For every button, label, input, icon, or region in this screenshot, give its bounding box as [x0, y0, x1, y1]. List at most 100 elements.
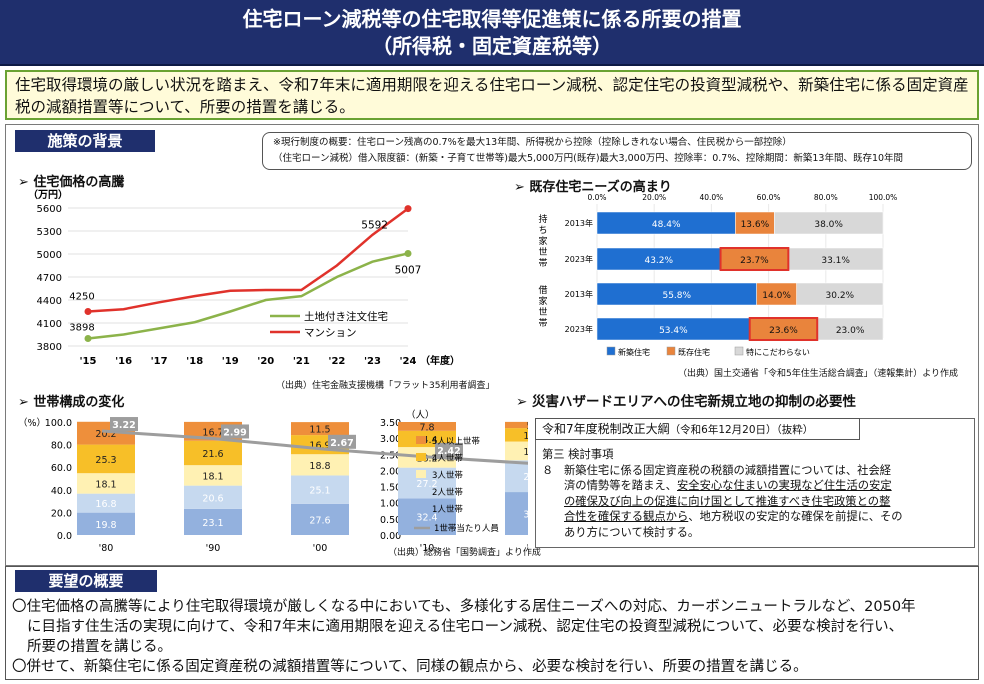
hazard-title: ➢ 災害ハザードエリアへの住宅新規立地の抑制の必要性: [516, 394, 857, 410]
hbar-legend-swatch: [666, 346, 676, 356]
hbar-x-tick: 60.0%: [757, 193, 781, 202]
page-subtitle: （所得税・固定資産税等）: [372, 34, 612, 58]
line-label-end-red: 5592: [361, 220, 388, 232]
stack-y2-tick: 2.50: [380, 450, 401, 461]
hbar-group-label-char: 家: [538, 235, 547, 247]
line-y-unit: （万円）: [28, 188, 68, 201]
hbar-group-label-char: 世: [538, 306, 547, 318]
tax-reform-head: 令和7年度税制改正大綱（令和6年12月20日）（抜粋）: [535, 418, 860, 440]
note-line-2: （住宅ローン減税）借入限度額：(新築・子育て世帯等)最大5,000万円(既存)最…: [273, 153, 904, 164]
housing-price-title-text: 住宅価格の高騰: [33, 175, 125, 190]
tax-line-2: 済の情勢等を踏まえ、安全安心な住まいの実現など住生活の安定: [564, 478, 903, 494]
stack-legend-label: 2人世帯: [432, 487, 463, 498]
tax-line-5: あり方について検討する。: [564, 525, 700, 539]
stack-legend-swatch: [416, 453, 426, 461]
stack-line-label-bg: [435, 442, 463, 457]
line-x-tick: '17: [151, 356, 168, 367]
stack-y2-unit: （人）: [406, 409, 435, 421]
stack-segment: [77, 493, 135, 513]
line-series-1: [87, 207, 409, 313]
stack-value-label: 7.8: [419, 422, 434, 433]
tax-line-4-a: 合性を確保する観点から: [564, 510, 689, 523]
stack-legend-label: 1人世帯: [432, 504, 463, 515]
stack-legend-swatch: [416, 470, 426, 478]
hbar-segment: [774, 211, 884, 235]
line-series-0: [87, 252, 409, 340]
stack-segment: [291, 503, 349, 535]
stack-value-label: 25.3: [95, 455, 116, 466]
stack-segment: [184, 508, 242, 535]
line-y-tick: 4100: [37, 319, 62, 330]
stack-value-label: 18.1: [202, 471, 223, 482]
household-chart: （%） （人） 0.0 20.0 40.0 60.0 80.0 100.0 0.00 0.50 1.…: [18, 409, 528, 554]
hbar-value-label: 23.6%: [769, 326, 798, 336]
intro-text: 住宅取得環境の厳しい状況を踏まえ、令和7年末に適用期限を迎える住宅ローン減税、認…: [5, 70, 979, 120]
hbar-value-label: 30.2%: [826, 291, 855, 301]
note-line-1: ※現行制度の概要：住宅ローン残高の0.7%を最大13年間、所得税から控除（控除し…: [273, 137, 792, 148]
line-x-tick: '21: [293, 356, 310, 367]
housing-price-source: （出典）住宅金融支援機構「フラット35利用者調査」: [276, 381, 495, 391]
stack-legend-swatch: [416, 487, 426, 495]
request-item-1-line-1: 〇住宅価格の高騰等により住宅取得環境が厳しくなる中においても、多様化する居住ニー…: [12, 599, 916, 615]
stack-y2-tick: 0.50: [380, 515, 401, 526]
tax-item: ８ 新築住宅に係る固定資産税の税額の減額措置については、社会経 済の情勢等を踏ま…: [542, 463, 972, 541]
stack-legend-label: 4人世帯: [432, 453, 463, 464]
tax-head-date: （令和6年12月20日）（抜粋）: [669, 424, 814, 436]
stack-value-label: 27.6: [309, 515, 330, 526]
stack-value-label: 32.4: [416, 513, 437, 524]
stack-x-tick: '20: [527, 543, 528, 554]
stack-value-label: 21.6: [202, 449, 223, 460]
household-source: （出典）総務省「国勢調査」より作成: [388, 548, 541, 558]
tax-line-3: の確保及び向上の促進に向け国として推進すべき住宅政策との整: [564, 494, 891, 508]
hbar-x-tick: 20.0%: [642, 193, 666, 202]
stack-value-label: 25.1: [309, 486, 330, 497]
request-item-1-line-3: 所要の措置を講じる。: [27, 639, 172, 655]
stack-value-label: 18.2: [416, 453, 437, 464]
line-legend-label: 土地付き注文住宅: [304, 310, 388, 323]
request-section: 〇住宅価格の高騰等により住宅取得環境が厳しくなる中においても、多様化する居住ニー…: [5, 566, 979, 680]
hbar-category: 2023年: [565, 254, 593, 264]
request-section-title: 要望の概要: [15, 570, 157, 592]
hbar-value-label: 14.0%: [762, 291, 791, 301]
line-x-tick: '24: [400, 356, 417, 367]
hbar-highlight: [748, 317, 819, 341]
stack-value-label: 27.2: [416, 479, 437, 490]
tax-section: 第三 検討事項: [542, 448, 614, 461]
stack-segment: [77, 444, 135, 474]
stack-segment: [184, 440, 242, 466]
stack-x-tick: '00: [313, 543, 328, 554]
hbar-value-label: 48.4%: [652, 220, 681, 230]
hbar-x-tick: 40.0%: [699, 193, 723, 202]
hbar-legend-label: 特にこだわらない: [746, 347, 810, 357]
needs-chart: 0.0% 20.0% 40.0% 60.0% 80.0% 100.0% 2013年 48.4%…: [538, 193, 897, 357]
housing-price-chart: （万円） 3800 4100 4400 4700 5000 5300 5600 '15 '16 '1…: [28, 188, 460, 367]
hbar-group-label-char: 持: [538, 213, 547, 225]
hbar-highlight: [719, 247, 790, 271]
stack-line-label: 2.42: [437, 446, 460, 457]
stack-y-tick: 20.0: [51, 508, 72, 519]
needs-title-text: 既存住宅ニーズの高まり: [529, 180, 672, 195]
line-y-tick: 4700: [37, 273, 62, 284]
stack-y2-tick: 3.00: [380, 434, 401, 445]
hbar-group-label-char: 家: [538, 295, 547, 307]
hbar-x-tick: 0.0%: [587, 193, 606, 202]
stack-line: [101, 429, 528, 465]
hbar-group-label-char: 帯: [538, 317, 547, 329]
hbar-value-label: 38.0%: [814, 220, 843, 230]
page-header: 住宅ローン減税等の住宅取得等促進策に係る所要の措置 （所得税・固定資産税等）: [0, 0, 984, 66]
stack-y-unit: （%）: [18, 417, 46, 429]
stack-segment: [291, 422, 349, 436]
stack-y-tick: 80.0: [51, 441, 72, 452]
background-section-title: 施策の背景: [15, 130, 155, 152]
stack-y2-tick: 1.00: [380, 499, 401, 510]
line-y-tick: 3800: [37, 342, 62, 353]
stack-segment: [505, 492, 528, 535]
hbar-value-label: 23.7%: [740, 256, 769, 266]
stack-value-label: 16.9: [309, 441, 330, 452]
stack-x-tick: '90: [206, 543, 221, 554]
stack-segment: [505, 421, 528, 429]
stack-segment: [184, 485, 242, 509]
tax-head-title: 令和7年度税制改正大綱: [542, 422, 670, 436]
stack-legend-swatch: [416, 436, 426, 444]
hazard-title-text: 災害ハザードエリアへの住宅新規立地の抑制の必要性: [532, 394, 857, 410]
